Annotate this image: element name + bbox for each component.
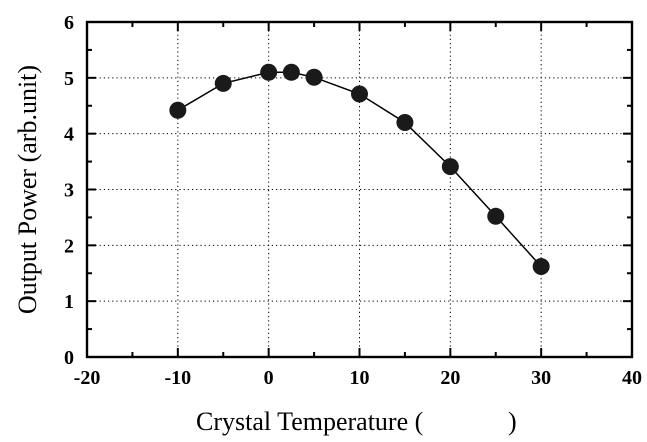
y-tick-label: 5 <box>64 68 74 90</box>
x-axis-title: Crystal Temperature ( <box>196 407 423 436</box>
tick-marks <box>86 21 633 358</box>
y-tick-label: 3 <box>64 180 74 202</box>
data-point <box>396 114 414 131</box>
data-point <box>532 258 550 276</box>
x-tick-label: 10 <box>350 367 370 389</box>
data-point <box>441 158 459 176</box>
y-tick-label: 6 <box>64 12 74 34</box>
data-point <box>214 74 232 92</box>
data-point <box>169 101 187 119</box>
plot-frame <box>85 20 634 359</box>
y-tick-label: 0 <box>64 347 74 369</box>
data-point <box>351 85 368 103</box>
x-tick-label: 0 <box>264 367 274 389</box>
y-tick-label: 2 <box>64 235 74 257</box>
y-tick-label: 1 <box>64 291 74 313</box>
x-tick-label: -10 <box>164 367 191 389</box>
data-point <box>487 207 505 225</box>
data-point <box>305 68 323 86</box>
x-axis-title-close: ) <box>508 407 517 436</box>
tick-labels: -20 -10 0 10 20 30 40 0 1 2 3 4 5 6 <box>64 12 642 389</box>
x-tick-label: 40 <box>622 367 642 389</box>
series-layer <box>169 63 550 276</box>
series-line <box>177 71 542 268</box>
data-point <box>282 63 300 81</box>
y-axis-title: Output Power (arb.unit) <box>13 65 42 314</box>
y-tick-label: 4 <box>64 124 74 146</box>
x-tick-label: 30 <box>531 367 551 389</box>
grid-lines <box>87 22 632 357</box>
x-tick-label: 20 <box>440 367 460 389</box>
x-tick-label: -20 <box>74 367 101 389</box>
data-point <box>260 63 278 81</box>
